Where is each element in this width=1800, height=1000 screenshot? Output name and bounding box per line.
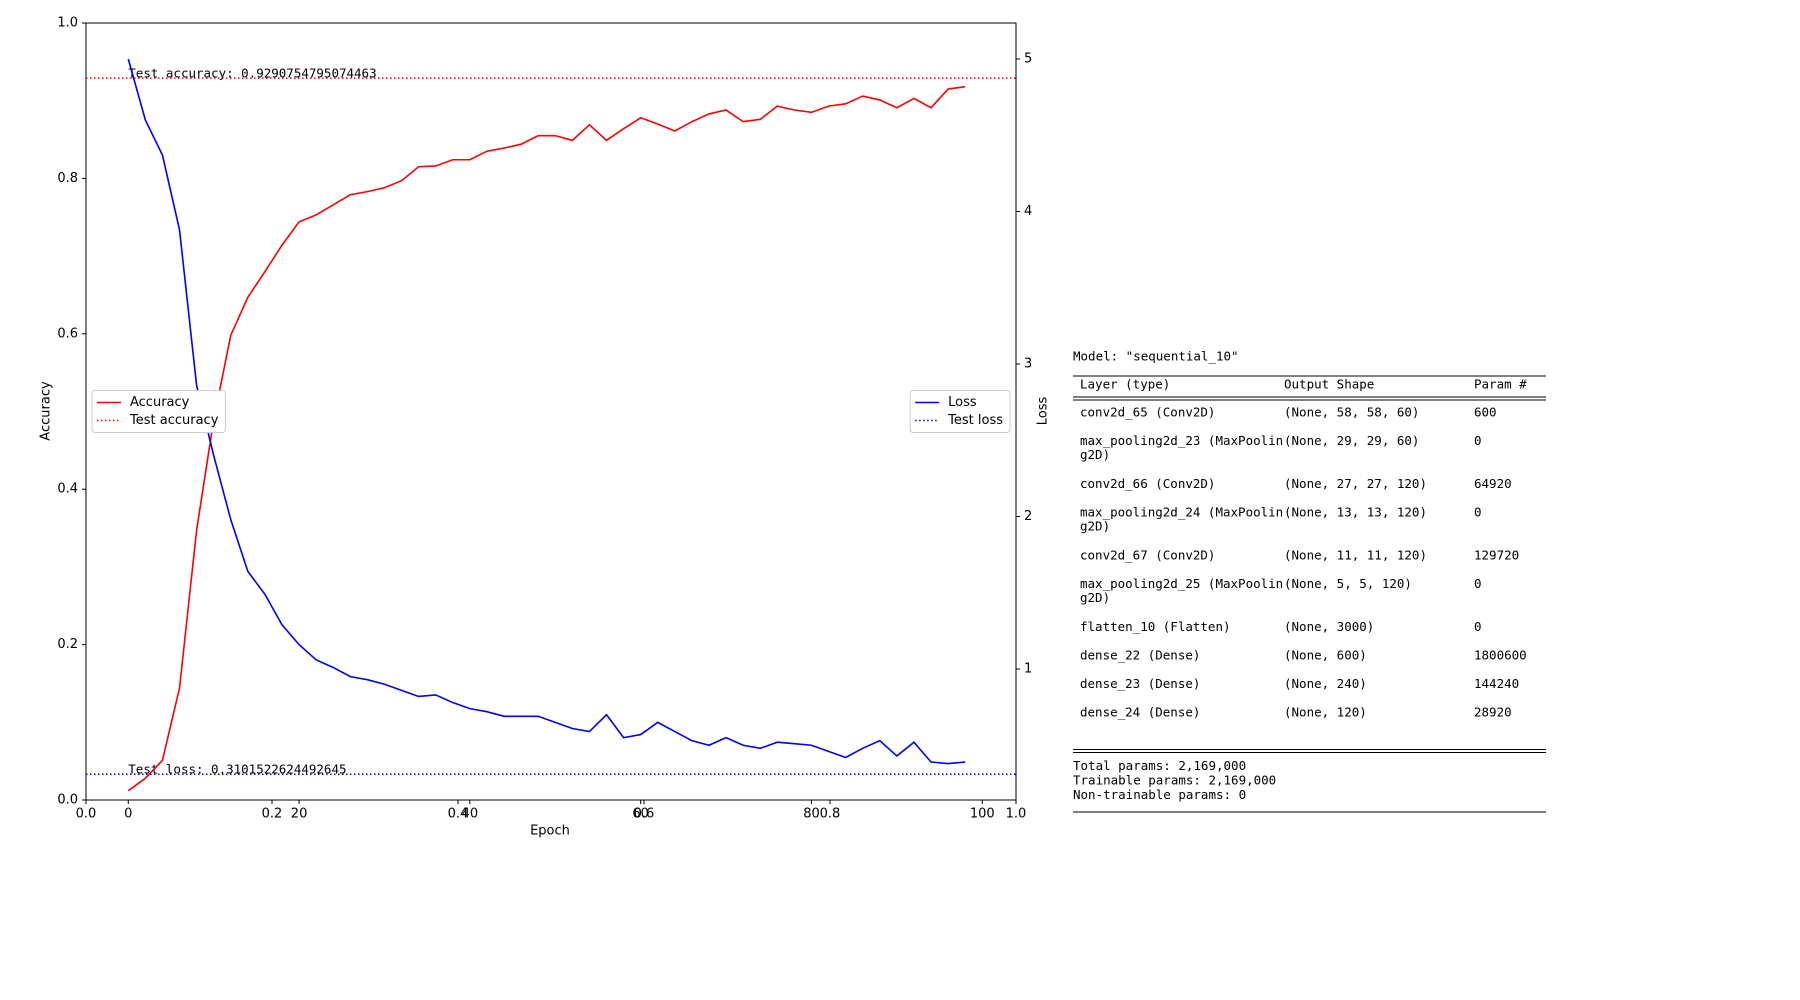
y-tick-label: 0.4 — [57, 482, 78, 497]
x-tick-label: 0.6 — [634, 807, 655, 822]
reference-annotation: Test loss: 0.3101522624492645 — [128, 762, 346, 777]
x-axis-label: Epoch — [530, 824, 570, 839]
summary-total: Non-trainable params: 0 — [1073, 787, 1246, 802]
legend-box — [909, 390, 1011, 433]
y2-axis-label: Loss — [1036, 397, 1051, 426]
param-count: 144240 — [1474, 676, 1519, 691]
layer-name: dense_24 (Dense) — [1080, 705, 1200, 720]
x-tick-label: 0.4 — [448, 807, 469, 822]
y-tick-label: 0.2 — [57, 637, 78, 652]
layer-name: dense_22 (Dense) — [1080, 648, 1200, 663]
epoch-tick-label: 60 — [632, 807, 649, 822]
legend-label: Test accuracy — [129, 413, 219, 428]
param-count: 1800600 — [1474, 648, 1527, 663]
summary-header: Output Shape — [1284, 377, 1374, 392]
param-count: 0 — [1474, 619, 1482, 634]
layer-name: max_pooling2d_23 (MaxPoolin — [1080, 433, 1283, 448]
reference-annotation: Test accuracy: 0.9290754795074463 — [128, 66, 376, 81]
legend-label: Test loss — [947, 413, 1003, 428]
param-count: 0 — [1474, 576, 1482, 591]
param-count: 0 — [1474, 505, 1482, 520]
y2-tick-label: 3 — [1024, 356, 1032, 371]
output-shape: (None, 600) — [1284, 648, 1367, 663]
summary-total: Total params: 2,169,000 — [1073, 758, 1246, 773]
y2-tick-label: 1 — [1024, 662, 1032, 677]
x-tick-label: 0.0 — [76, 807, 97, 822]
summary-header: Layer (type) — [1080, 377, 1170, 392]
summary-total: Trainable params: 2,169,000 — [1073, 773, 1276, 788]
param-count: 64920 — [1474, 476, 1512, 491]
layer-name: conv2d_67 (Conv2D) — [1080, 548, 1215, 563]
x-tick-label: 0.2 — [262, 807, 283, 822]
epoch-tick-label: 80 — [803, 807, 820, 822]
layer-name: conv2d_66 (Conv2D) — [1080, 476, 1215, 491]
epoch-tick-label: 20 — [291, 807, 308, 822]
summary-header: Param # — [1474, 377, 1527, 392]
param-count: 129720 — [1474, 548, 1519, 563]
y-axis-label: Accuracy — [39, 381, 54, 441]
output-shape: (None, 5, 5, 120) — [1284, 576, 1412, 591]
layer-name: g2D) — [1080, 447, 1110, 462]
legend-box — [91, 390, 226, 433]
summary-title: Model: "sequential_10" — [1073, 349, 1239, 364]
legend-label: Accuracy — [130, 395, 190, 410]
layer-name: flatten_10 (Flatten) — [1080, 619, 1231, 634]
y2-tick-label: 5 — [1024, 51, 1032, 66]
plot-frame — [85, 22, 1017, 801]
output-shape: (None, 240) — [1284, 676, 1367, 691]
y-tick-label: 1.0 — [57, 16, 78, 31]
layer-name: dense_23 (Dense) — [1080, 676, 1200, 691]
legend-label: Loss — [948, 395, 977, 410]
epoch-tick-label: 100 — [970, 807, 995, 822]
y2-tick-label: 2 — [1024, 509, 1032, 524]
output-shape: (None, 120) — [1284, 705, 1367, 720]
line-series — [127, 85, 966, 792]
output-shape: (None, 58, 58, 60) — [1284, 405, 1419, 420]
layer-name: max_pooling2d_25 (MaxPoolin — [1080, 576, 1283, 591]
y-tick-label: 0.8 — [57, 171, 78, 186]
y2-tick-label: 4 — [1024, 204, 1032, 219]
output-shape: (None, 3000) — [1284, 619, 1374, 634]
param-count: 600 — [1474, 405, 1497, 420]
output-shape: (None, 11, 11, 120) — [1284, 548, 1427, 563]
epoch-tick-label: 40 — [462, 807, 479, 822]
layer-name: g2D) — [1080, 519, 1110, 534]
y-tick-label: 0.6 — [57, 326, 78, 341]
epoch-tick-label: 0 — [124, 807, 132, 822]
output-shape: (None, 29, 29, 60) — [1284, 433, 1419, 448]
layer-name: conv2d_65 (Conv2D) — [1080, 405, 1215, 420]
layer-name: max_pooling2d_24 (MaxPoolin — [1080, 505, 1283, 520]
output-shape: (None, 13, 13, 120) — [1284, 505, 1427, 520]
y-tick-label: 0.0 — [57, 793, 78, 808]
param-count: 0 — [1474, 433, 1482, 448]
x-tick-label: 0.8 — [820, 807, 841, 822]
layer-name: g2D) — [1080, 590, 1110, 605]
x-tick-label: 1.0 — [1006, 807, 1027, 822]
line-series — [127, 58, 966, 765]
param-count: 28920 — [1474, 705, 1512, 720]
output-shape: (None, 27, 27, 120) — [1284, 476, 1427, 491]
